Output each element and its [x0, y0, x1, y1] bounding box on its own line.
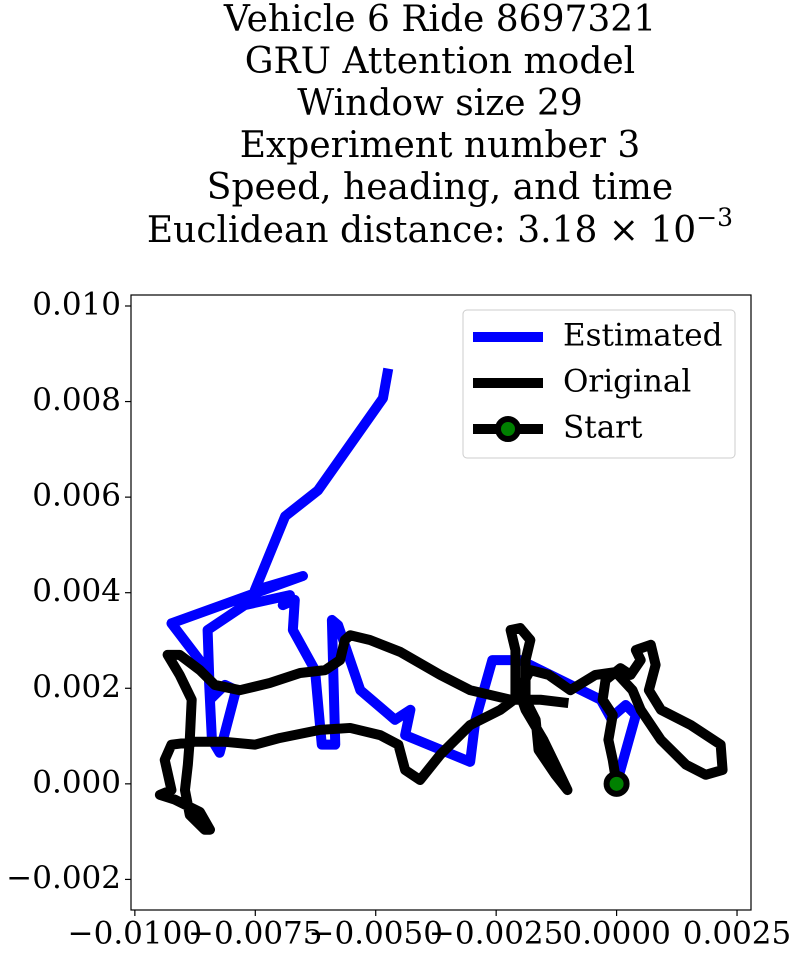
title-line: Vehicle 6 Ride 8697321	[223, 0, 656, 40]
x-tick-label: −0.0025	[429, 916, 563, 952]
legend-label: Estimated	[563, 318, 722, 354]
axes-frame	[130, 294, 752, 911]
start-marker	[603, 770, 630, 797]
y-tick-label: 0.004	[32, 573, 121, 609]
legend-label: Start	[563, 410, 643, 446]
title-line: Window size 29	[297, 83, 583, 124]
x-tick-label: 0.0000	[562, 916, 670, 952]
x-tick-label: −0.0050	[308, 916, 442, 952]
trajectory-line	[154, 623, 728, 835]
legend: Estimated Original Start	[462, 309, 736, 459]
y-tick-label: 0.008	[32, 382, 121, 418]
y-tick-label: −0.002	[6, 860, 121, 896]
title-line: Speed, heading, and time	[207, 167, 673, 208]
legend-box	[462, 309, 736, 459]
title-line: Experiment number 3	[240, 125, 641, 166]
y-tick-label: 0.000	[32, 764, 121, 800]
legend-marker	[495, 416, 521, 442]
distance-text: Euclidean distance: 3.18 × 10	[147, 210, 696, 251]
x-tick-label: 0.0025	[683, 916, 791, 952]
legend-label: Original	[563, 364, 691, 400]
x-tick-label: −0.0075	[188, 916, 322, 952]
y-tick-label: 0.002	[32, 669, 121, 705]
x-tick-label: −0.0100	[68, 916, 202, 952]
y-tick-label: 0.006	[32, 478, 121, 514]
distance-exponent: −3	[696, 203, 733, 232]
plot-area	[154, 367, 728, 835]
y-tick-label: 0.010	[32, 286, 121, 322]
distance-title: Euclidean distance: 3.18 × 10−3	[147, 203, 733, 252]
title-line: GRU Attention model	[245, 41, 635, 82]
